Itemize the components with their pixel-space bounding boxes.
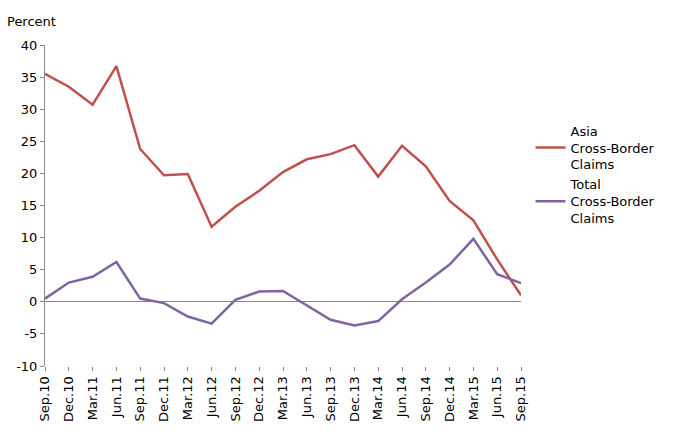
svg-text:5: 5 — [29, 262, 37, 277]
svg-text:20: 20 — [21, 166, 38, 181]
svg-text:-5: -5 — [24, 326, 37, 341]
svg-text:Mar.15: Mar.15 — [466, 376, 481, 420]
svg-text:Sep.14: Sep.14 — [418, 376, 433, 421]
svg-text:25: 25 — [21, 134, 38, 149]
svg-text:Sep.12: Sep.12 — [228, 376, 243, 421]
svg-text:Jun.15: Jun.15 — [489, 376, 504, 418]
svg-text:Percent: Percent — [7, 14, 56, 29]
svg-text:40: 40 — [21, 38, 38, 53]
svg-text:Jun.13: Jun.13 — [299, 376, 314, 418]
svg-text:Dec.14: Dec.14 — [442, 376, 457, 422]
svg-text:Dec.11: Dec.11 — [156, 376, 171, 422]
svg-text:10: 10 — [21, 230, 38, 245]
svg-text:Mar.14: Mar.14 — [370, 376, 385, 420]
svg-text:Sep.15: Sep.15 — [513, 376, 528, 421]
svg-text:Mar.12: Mar.12 — [180, 376, 195, 420]
svg-text:Sep.11: Sep.11 — [132, 376, 147, 421]
svg-text:Jun.11: Jun.11 — [109, 376, 124, 418]
svg-text:Sep.13: Sep.13 — [323, 376, 338, 421]
svg-text:35: 35 — [21, 70, 38, 85]
svg-text:-10: -10 — [16, 359, 37, 374]
svg-text:Mar.13: Mar.13 — [275, 376, 290, 420]
svg-text:15: 15 — [21, 198, 38, 213]
svg-text:Jun.14: Jun.14 — [394, 376, 409, 418]
svg-text:Dec.12: Dec.12 — [251, 376, 266, 422]
svg-text:Dec.13: Dec.13 — [347, 376, 362, 422]
svg-text:0: 0 — [29, 294, 37, 309]
svg-text:Jun.12: Jun.12 — [204, 376, 219, 418]
svg-text:30: 30 — [21, 102, 38, 117]
svg-text:AsiaCross-BorderClaims: AsiaCross-BorderClaims — [571, 124, 655, 173]
svg-text:TotalCross-BorderClaims: TotalCross-BorderClaims — [570, 177, 655, 226]
svg-text:Dec.10: Dec.10 — [61, 376, 76, 422]
svg-text:Mar.11: Mar.11 — [85, 376, 100, 420]
svg-text:Sep.10: Sep.10 — [37, 376, 52, 421]
